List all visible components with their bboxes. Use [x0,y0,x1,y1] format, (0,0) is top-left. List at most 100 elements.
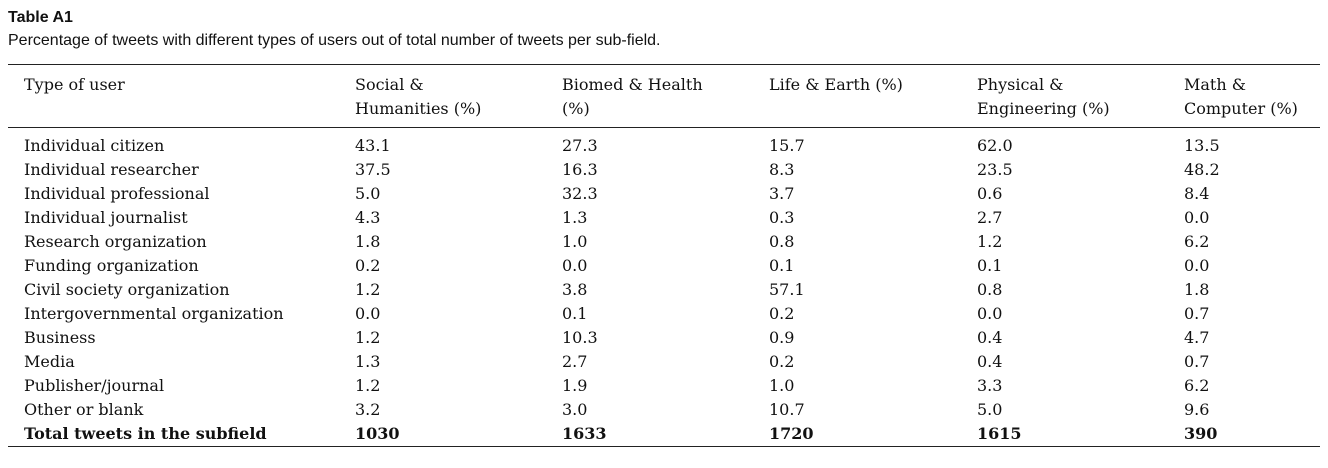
cell-physical-engineering: 0.4 [977,352,1003,371]
cell-type-of-user: Publisher/journal [24,376,165,395]
cell-biomed-health: 1.9 [562,376,588,395]
cell-physical-engineering: 2.7 [977,208,1003,227]
header-social-humanities: Social & Humanities (%) [339,64,546,128]
header-type-of-user: Type of user [8,64,339,128]
cell-life-earth: 0.1 [769,256,795,275]
header-math-computer: Math & Computer (%) [1168,64,1320,128]
cell-math-computer: 6.2 [1184,232,1210,251]
table-row: Individual researcher 37.5 16.3 8.3 23.5 48.2 [8,158,1320,182]
header-row: Type of user Social & Humanities (%) Biom… [8,64,1320,128]
cell-math-computer: 0.0 [1184,256,1210,275]
cell-type-of-user: Funding organization [24,256,199,275]
cell-social-humanities: 3.2 [355,400,381,419]
table-row: Publisher/journal 1.2 1.9 1.0 3.3 6.2 [8,374,1320,398]
cell-life-earth: 1.0 [769,376,795,395]
cell-life-earth: 57.1 [769,280,805,299]
cell-physical-engineering: 0.4 [977,328,1003,347]
cell-type-of-user: Individual researcher [24,160,199,179]
cell-math-computer: 6.2 [1184,376,1210,395]
cell-social-humanities: 1.2 [355,376,381,395]
cell-biomed-health: 3.8 [562,280,588,299]
total-math-computer: 390 [1168,422,1320,447]
cell-biomed-health: 27.3 [562,136,598,155]
cell-math-computer: 0.0 [1184,208,1210,227]
total-social-humanities: 1030 [339,422,546,447]
cell-physical-engineering: 62.0 [977,136,1013,155]
cell-social-humanities: 0.0 [355,304,381,323]
table-row: Business 1.2 10.3 0.9 0.4 4.7 [8,326,1320,350]
table-row: Research organization 1.8 1.0 0.8 1.2 6.2 [8,230,1320,254]
cell-social-humanities: 1.2 [355,328,381,347]
cell-biomed-health: 32.3 [562,184,598,203]
header-biomed-health: Biomed & Health (%) [546,64,753,128]
total-life-earth: 1720 [753,422,961,447]
cell-social-humanities: 1.2 [355,280,381,299]
cell-type-of-user: Business [24,328,96,347]
cell-life-earth: 3.7 [769,184,795,203]
cell-social-humanities: 1.8 [355,232,381,251]
table-row: Civil society organization 1.2 3.8 57.1 0.8 1… [8,278,1320,302]
cell-biomed-health: 2.7 [562,352,588,371]
cell-life-earth: 0.2 [769,352,795,371]
cell-math-computer: 0.7 [1184,352,1210,371]
cell-physical-engineering: 0.0 [977,304,1003,323]
cell-physical-engineering: 3.3 [977,376,1003,395]
cell-biomed-health: 16.3 [562,160,598,179]
cell-social-humanities: 37.5 [355,160,391,179]
cell-math-computer: 4.7 [1184,328,1210,347]
cell-biomed-health: 1.3 [562,208,588,227]
cell-biomed-health: 3.0 [562,400,588,419]
cell-social-humanities: 4.3 [355,208,381,227]
cell-life-earth: 0.9 [769,328,795,347]
cell-life-earth: 8.3 [769,160,795,179]
total-type-of-user: Total tweets in the subfield [8,422,339,447]
cell-physical-engineering: 0.6 [977,184,1003,203]
cell-math-computer: 8.4 [1184,184,1210,203]
cell-type-of-user: Other or blank [24,400,144,419]
table-label: Table A1 [8,9,73,26]
cell-math-computer: 48.2 [1184,160,1220,179]
cell-social-humanities: 1.3 [355,352,381,371]
cell-life-earth: 15.7 [769,136,805,155]
cell-type-of-user: Intergovernmental organization [24,304,284,323]
cell-type-of-user: Media [24,352,75,371]
cell-biomed-health: 0.0 [562,256,588,275]
cell-biomed-health: 1.0 [562,232,588,251]
cell-physical-engineering: 0.8 [977,280,1003,299]
cell-social-humanities: 5.0 [355,184,381,203]
table-caption: Percentage of tweets with different type… [8,32,661,49]
cell-type-of-user: Civil society organization [24,280,230,299]
cell-type-of-user: Individual professional [24,184,210,203]
cell-life-earth: 0.3 [769,208,795,227]
table-row: Individual professional 5.0 32.3 3.7 0.6 8.4 [8,182,1320,206]
cell-type-of-user: Individual journalist [24,208,188,227]
cell-social-humanities: 0.2 [355,256,381,275]
table-row: Individual journalist 4.3 1.3 0.3 2.7 0.0 [8,206,1320,230]
table-row: Media 1.3 2.7 0.2 0.4 0.7 [8,350,1320,374]
cell-math-computer: 9.6 [1184,400,1210,419]
total-physical-engineering: 1615 [961,422,1168,447]
cell-social-humanities: 43.1 [355,136,391,155]
table-row: Individual citizen 43.1 27.3 15.7 62.0 13.5 [8,128,1320,159]
cell-physical-engineering: 5.0 [977,400,1003,419]
table-row: Other or blank 3.2 3.0 10.7 5.0 9.6 [8,398,1320,422]
header-physical-engineering: Physical & Engineering (%) [961,64,1168,128]
table-row: Funding organization 0.2 0.0 0.1 0.1 0.0 [8,254,1320,278]
cell-life-earth: 10.7 [769,400,805,419]
cell-physical-engineering: 1.2 [977,232,1003,251]
cell-biomed-health: 0.1 [562,304,588,323]
cell-math-computer: 1.8 [1184,280,1210,299]
cell-type-of-user: Research organization [24,232,207,251]
cell-math-computer: 13.5 [1184,136,1220,155]
cell-physical-engineering: 23.5 [977,160,1013,179]
cell-life-earth: 0.8 [769,232,795,251]
total-biomed-health: 1633 [546,422,753,447]
total-row: Total tweets in the subfield 1030 1633 1720… [8,422,1320,447]
cell-type-of-user: Individual citizen [24,136,165,155]
cell-physical-engineering: 0.1 [977,256,1003,275]
header-life-earth: Life & Earth (%) [753,64,961,128]
cell-life-earth: 0.2 [769,304,795,323]
cell-biomed-health: 10.3 [562,328,598,347]
table-row: Intergovernmental organization 0.0 0.1 0.2 0… [8,302,1320,326]
data-table: Type of user Social & Humanities (%) Biom… [8,64,1320,447]
